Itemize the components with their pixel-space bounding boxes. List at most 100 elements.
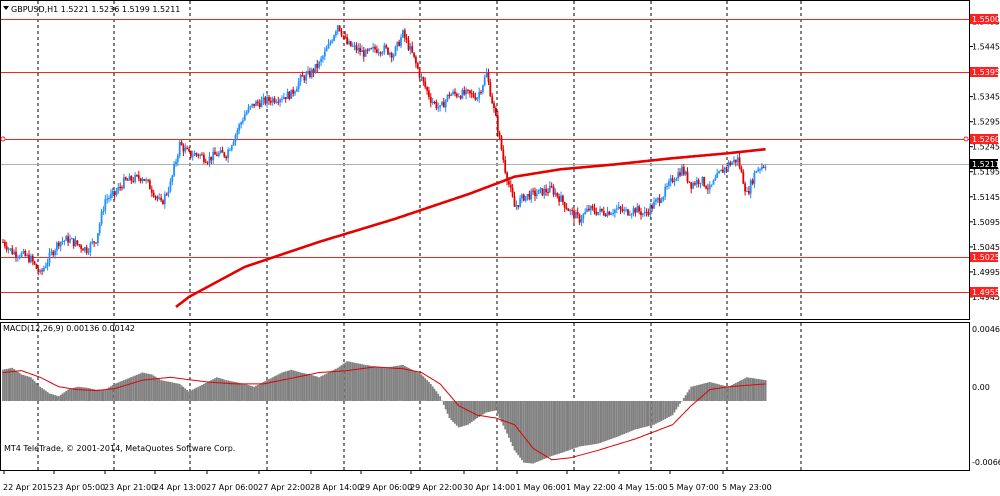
macd-bar (299, 372, 302, 401)
macd-bar (236, 382, 239, 401)
candle-body (649, 205, 652, 215)
candle-body (212, 151, 215, 161)
macd-bar (152, 375, 155, 401)
candle-body (725, 167, 728, 169)
candle-body (83, 247, 86, 251)
candle-body (255, 101, 257, 107)
macd-bar (26, 376, 29, 401)
macd-bar (229, 380, 231, 401)
macd-bar (677, 401, 680, 407)
macd-bar (72, 387, 75, 401)
price-tick-label: 1.5045 (972, 243, 1000, 252)
macd-bar (216, 377, 218, 401)
macd-bar (589, 401, 592, 445)
macd-bar (201, 384, 203, 401)
candle-body (615, 208, 618, 210)
macd-bar (508, 401, 510, 438)
macd-bar (450, 401, 453, 420)
macd-bar (409, 368, 412, 401)
macd-bar (124, 379, 127, 401)
macd-bar (703, 383, 706, 401)
macd-bar (699, 384, 702, 401)
candle-body (162, 200, 164, 204)
macd-bar (452, 401, 454, 422)
macd-bar (532, 401, 534, 464)
macd-bar (426, 380, 428, 401)
macd-bar (368, 365, 371, 401)
candle-body (344, 35, 347, 37)
macd-bar (623, 401, 626, 434)
candle-body (742, 171, 745, 184)
candle-body (219, 150, 222, 154)
candle-body (532, 190, 534, 192)
macd-bar (666, 401, 668, 419)
candle-body (521, 194, 523, 199)
symbol-menu-icon[interactable] (3, 6, 9, 10)
macd-bar (604, 401, 607, 441)
candle-body (279, 99, 281, 103)
candle-body (266, 97, 268, 104)
macd-bar (82, 387, 84, 401)
macd-bar (2, 369, 4, 401)
candle-body (234, 135, 237, 142)
macd-bar (755, 378, 758, 401)
candle-body (392, 55, 395, 58)
macd-bar (115, 383, 118, 401)
candle-body (679, 172, 681, 176)
macd-bar (554, 401, 557, 455)
macd-bar (30, 377, 32, 401)
candle-body (204, 161, 207, 163)
candle-body (420, 77, 423, 79)
candle-body (163, 194, 166, 205)
candle-body (22, 251, 25, 253)
candle-body (253, 103, 255, 107)
macd-bar (547, 401, 549, 458)
candle-body (554, 192, 557, 195)
macd-bar (18, 373, 21, 401)
macd-bar (428, 382, 430, 401)
candle-body (617, 206, 620, 209)
macd-bar (545, 401, 547, 459)
candle-body (548, 186, 551, 193)
candle-body (203, 154, 205, 162)
candle-body (688, 181, 691, 183)
macd-bar (541, 401, 544, 460)
macd-bar (742, 379, 745, 401)
candle-body (5, 246, 8, 250)
macd-bar (387, 367, 389, 401)
candle-body (150, 189, 153, 193)
candle-body (439, 105, 441, 108)
price-tick-label: 1.5345 (972, 93, 1000, 102)
candle-body (236, 130, 239, 135)
macd-bar (366, 365, 369, 401)
macd-bar (54, 395, 56, 401)
level-label-box (970, 287, 998, 297)
macd-bar (111, 385, 114, 401)
candle-body (437, 107, 440, 109)
macd-bar (697, 384, 700, 401)
macd-bar (759, 379, 761, 401)
macd-bar (416, 372, 419, 401)
macd-bar (671, 401, 674, 416)
candle-body (147, 179, 149, 181)
macd-bar (48, 393, 51, 401)
macd-bar (33, 381, 36, 401)
macd-bar (162, 380, 164, 401)
candle-body (128, 176, 131, 181)
macd-bar (286, 370, 289, 401)
level-label-text: 1.5260 (972, 135, 1000, 144)
macd-bar (331, 370, 334, 401)
macd-bar (87, 388, 90, 401)
macd-bar (126, 378, 129, 401)
macd-bar (435, 391, 438, 401)
macd-bar (602, 401, 605, 442)
candle-body (4, 241, 6, 247)
candle-body (655, 199, 657, 202)
candle-body (442, 101, 445, 108)
candle-body (692, 183, 694, 189)
candle-body (731, 162, 733, 165)
candle-body (498, 132, 501, 137)
macd-bar (716, 383, 719, 401)
macd-bar (186, 390, 188, 401)
